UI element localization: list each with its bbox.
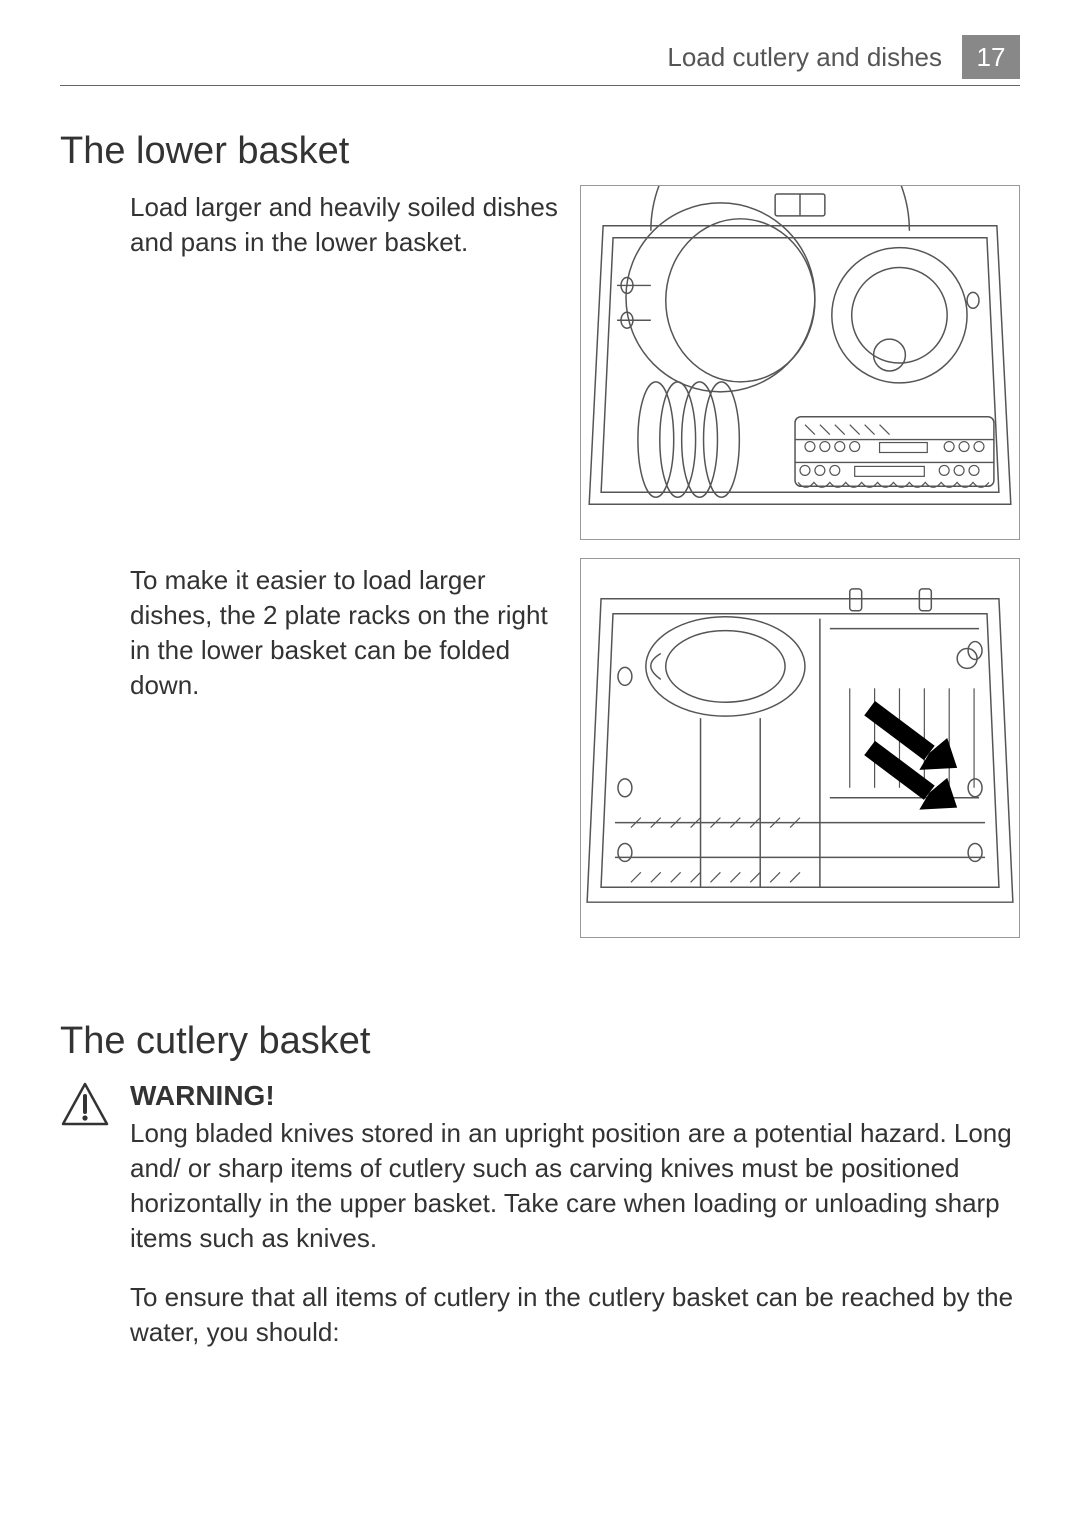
figure-lower-basket-loaded xyxy=(580,185,1020,540)
warning-text: Long bladed knives stored in an upright … xyxy=(130,1116,1020,1256)
fold-racks-svg xyxy=(581,559,1019,937)
para-cutlery-intro: To ensure that all items of cutlery in t… xyxy=(130,1280,1020,1350)
header-section-label: Load cutlery and dishes xyxy=(667,42,942,73)
warning-heading: WARNING! xyxy=(130,1080,1020,1112)
section-title-cutlery-basket: The cutlery basket xyxy=(60,1020,370,1063)
para-lower-basket-intro: Load larger and heavily soiled dishes an… xyxy=(130,190,560,260)
warning-content: WARNING! Long bladed knives stored in an… xyxy=(130,1080,1020,1256)
section-title-lower-basket: The lower basket xyxy=(60,130,349,173)
header-rule xyxy=(60,85,1020,86)
page-header: Load cutlery and dishes 17 xyxy=(667,35,1020,79)
para-fold-racks: To make it easier to load larger dishes,… xyxy=(130,563,560,703)
lower-basket-loaded-svg xyxy=(581,186,1019,539)
figure-lower-basket-fold-racks xyxy=(580,558,1020,938)
warning-block: WARNING! Long bladed knives stored in an… xyxy=(60,1080,1020,1256)
page-number: 17 xyxy=(962,35,1020,79)
warning-icon xyxy=(60,1080,110,1130)
